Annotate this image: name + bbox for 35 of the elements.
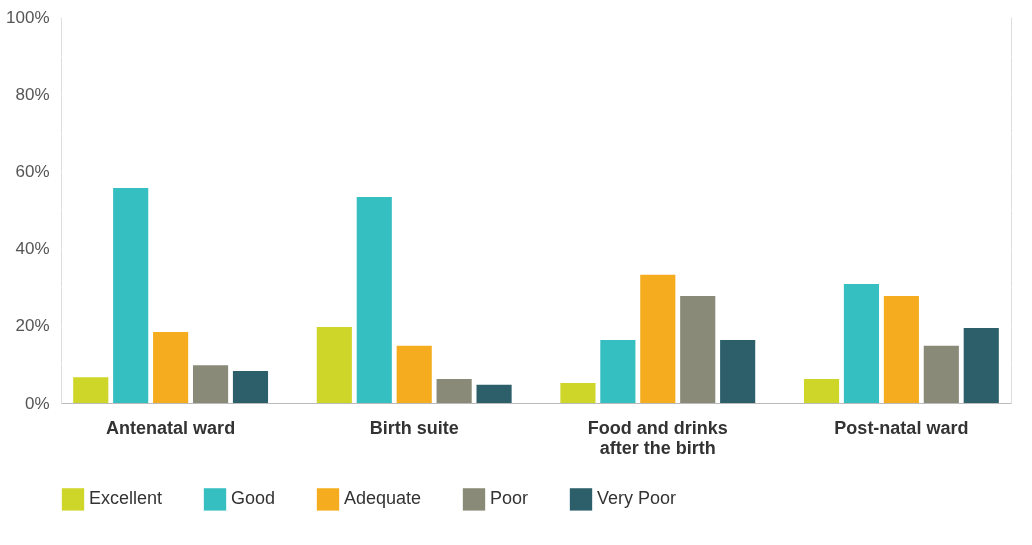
bar (883, 296, 919, 403)
legend-label: Excellent (89, 488, 163, 509)
legend-label: Adequate (344, 488, 422, 509)
x-tick-label: Food and drinks after the birth (587, 417, 728, 458)
bar (316, 326, 352, 403)
bar (600, 340, 636, 403)
y-tick-label: 100% (6, 7, 50, 27)
y-tick-label: 60% (15, 161, 50, 181)
y-tick-label: 40% (15, 239, 50, 259)
bar (232, 370, 269, 403)
y-tick-label: 80% (15, 84, 50, 104)
x-tick-label: Birth suite (369, 417, 459, 438)
bar (436, 379, 472, 403)
bar (640, 274, 676, 403)
bar (356, 196, 392, 403)
bar (476, 384, 512, 403)
bar (720, 340, 756, 403)
bar (396, 345, 432, 403)
bar (153, 331, 189, 403)
y-tick-label: 0% (24, 393, 50, 413)
legend-label: Poor (490, 488, 529, 509)
bar (113, 188, 149, 403)
bar (192, 365, 229, 403)
bar (963, 328, 999, 403)
x-tick-label: Antenatal ward (106, 417, 236, 438)
x-tick-label: Post-natal ward (834, 417, 969, 438)
bar (803, 379, 840, 403)
legend-label: Good (231, 488, 276, 509)
legend-label: Very Poor (597, 488, 677, 509)
bar (923, 345, 959, 403)
bar (843, 284, 880, 403)
y-tick-label: 20% (15, 316, 50, 336)
bar (560, 382, 596, 403)
bar (73, 377, 109, 403)
bar (680, 296, 716, 403)
